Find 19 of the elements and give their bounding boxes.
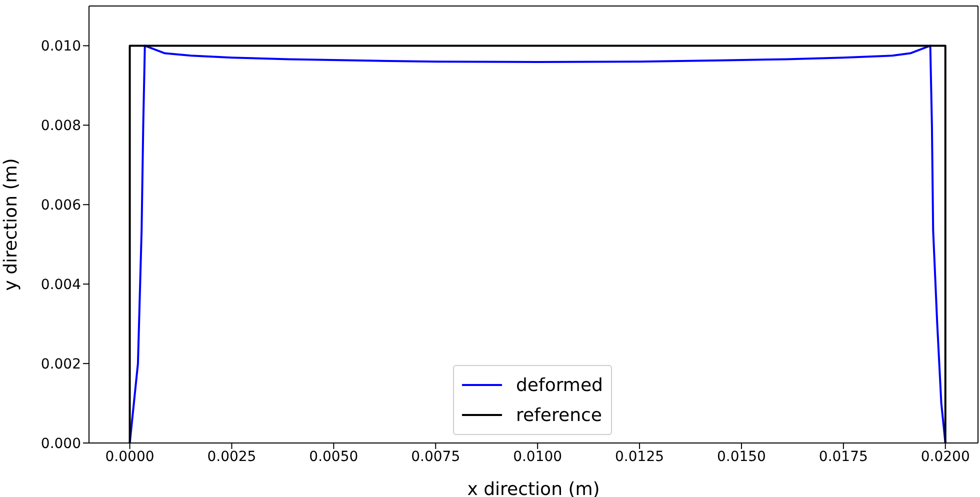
x-tick-label: 0.0125 [615, 448, 664, 465]
x-tick-label: 0.0150 [716, 448, 766, 465]
y-tick-label: 0.004 [40, 277, 82, 294]
y-axis-title: y direction (m) [0, 158, 22, 291]
y-tick-label: 0.000 [40, 436, 81, 452]
y-tick-label: 0.008 [40, 118, 81, 134]
x-axis-title: x direction (m) [467, 479, 600, 497]
y-tick-label: 0.010 [40, 38, 81, 55]
y-tick-label: 0.002 [40, 356, 81, 373]
x-tick-label: 0.0025 [207, 448, 256, 465]
x-tick-label: 0.0100 [513, 448, 562, 465]
x-tick-label: 0.0200 [920, 448, 970, 465]
y-tick-label: 0.006 [40, 198, 82, 214]
x-tick-label: 0.0000 [105, 448, 154, 465]
legend-label: deformed [516, 374, 603, 396]
x-tick-label: 0.0075 [411, 448, 460, 465]
x-tick-label: 0.0050 [309, 448, 358, 465]
x-tick-label: 0.0175 [818, 448, 868, 465]
legend-label: reference [516, 404, 602, 426]
